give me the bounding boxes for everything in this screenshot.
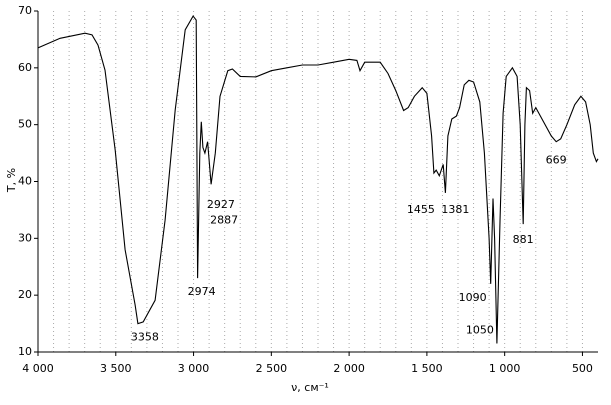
peak-label: 1455 xyxy=(407,203,435,216)
peak-label: 2887 xyxy=(210,213,238,226)
y-tick-label: 30 xyxy=(18,231,32,244)
x-tick-label: 3 500 xyxy=(100,362,132,375)
x-tick-label: 1 000 xyxy=(489,362,521,375)
x-tick-label: 2 500 xyxy=(256,362,288,375)
y-axis-label: T, % xyxy=(5,168,18,193)
peak-label: 881 xyxy=(513,233,534,246)
peak-label: 1381 xyxy=(441,203,469,216)
y-tick-label: 40 xyxy=(18,175,32,188)
x-tick-label: 2 000 xyxy=(333,362,365,375)
peak-label: 1050 xyxy=(466,323,494,336)
x-tick-label: 1 500 xyxy=(411,362,443,375)
x-tick-label: 3 000 xyxy=(178,362,210,375)
x-axis-label: ν, см⁻¹ xyxy=(291,381,329,394)
y-tick-label: 10 xyxy=(18,345,32,358)
peak-label: 669 xyxy=(546,154,567,167)
y-tick-label: 20 xyxy=(18,288,32,301)
x-tick-label: 500 xyxy=(572,362,593,375)
y-tick-label: 50 xyxy=(18,118,32,131)
peak-label: 3358 xyxy=(131,331,159,344)
spectrum-line xyxy=(37,15,599,344)
peak-label: 2974 xyxy=(188,285,216,298)
peak-label: 1090 xyxy=(459,291,487,304)
peak-label: 2927 xyxy=(207,198,235,211)
y-tick-label: 60 xyxy=(18,61,32,74)
x-tick-label: 4 000 xyxy=(22,362,54,375)
y-tick-label: 70 xyxy=(18,4,32,17)
